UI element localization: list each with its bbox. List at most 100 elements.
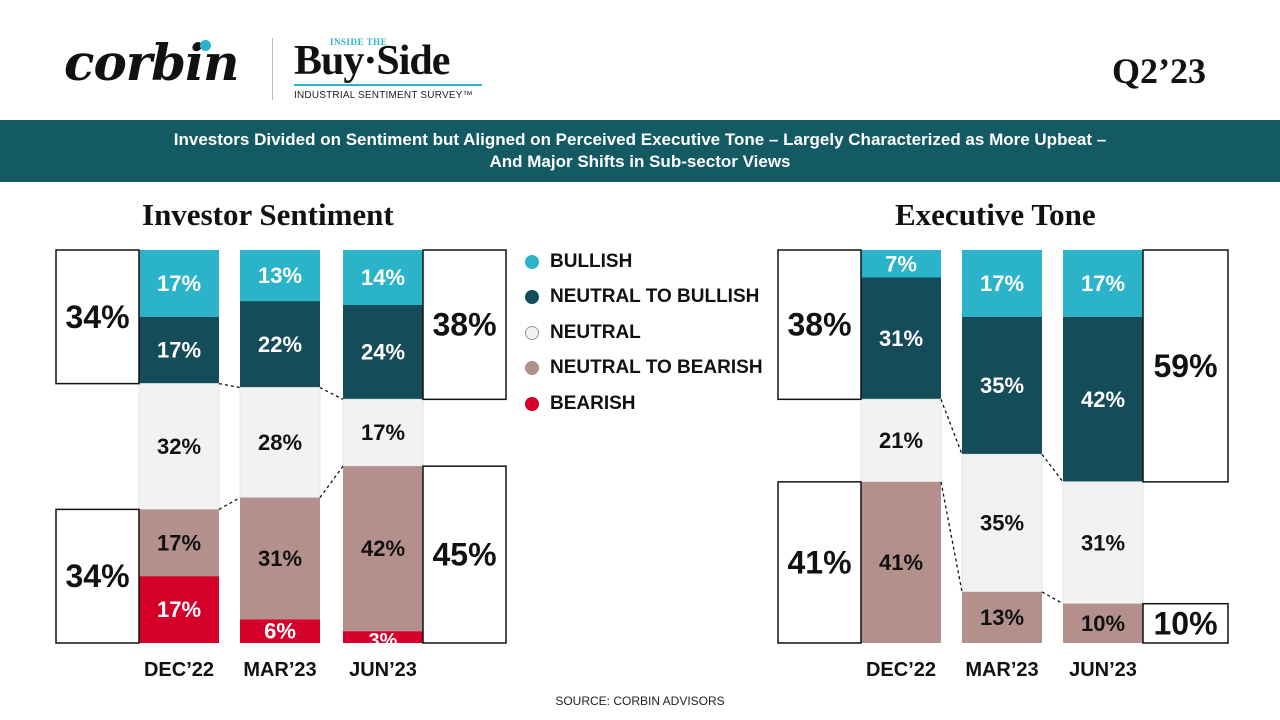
executive-total-box-negative xyxy=(1142,602,1229,644)
executive-bar-neutral-to-bullish xyxy=(861,277,941,400)
legend-dot-icon xyxy=(525,254,539,269)
executive-bar-neutral-to-bearish xyxy=(962,591,1042,643)
investor-bar-neutral-to-bullish xyxy=(139,316,219,384)
investor-bar-neutral-to-bullish xyxy=(240,301,320,388)
executive-bar-label: 10% xyxy=(1081,611,1125,636)
executive-bar-label: 7% xyxy=(885,251,917,276)
investor-x-tick-label: JUN’23 xyxy=(349,659,417,681)
executive-bar-label: 35% xyxy=(980,511,1024,536)
investor-bar-label: 17% xyxy=(157,271,201,296)
investor-sentiment-title: Investor Sentiment xyxy=(142,197,394,232)
partner-logo-small-text: INSIDE THE xyxy=(330,37,388,47)
logo-divider xyxy=(272,38,273,100)
investor-bar-bullish xyxy=(139,250,219,317)
headline-line-2: And Major Shifts in Sub-sector Views xyxy=(489,152,791,171)
investor-bar-label: 14% xyxy=(361,265,405,290)
executive-total-label-negative: 10% xyxy=(1153,605,1217,641)
investor-bar-neutral xyxy=(342,398,424,467)
legend-dot-icon xyxy=(525,361,539,376)
buyside-logo: Buy·Side xyxy=(294,38,450,84)
executive-total-label-positive: 59% xyxy=(1153,348,1217,384)
investor-bar-label: 17% xyxy=(361,420,405,445)
logo-underline xyxy=(294,84,482,86)
investor-x-tick-label: DEC’22 xyxy=(144,659,214,681)
investor-bar-label: 28% xyxy=(258,430,302,455)
investor-bar-label: 22% xyxy=(258,332,302,357)
executive-total-label-positive: 38% xyxy=(787,307,851,343)
legend-label: NEUTRAL xyxy=(550,321,641,343)
executive-total-label-negative: 41% xyxy=(787,544,851,580)
executive-bar-bullish xyxy=(962,250,1042,317)
investor-bar-bullish xyxy=(240,250,320,302)
executive-bar-neutral-to-bearish xyxy=(861,481,941,643)
executive-bar-label: 17% xyxy=(980,271,1024,296)
investor-bar-bearish xyxy=(343,631,423,643)
investor-connector-line xyxy=(319,386,344,400)
investor-bar-label: 6% xyxy=(264,619,296,644)
legend-item-neutral: NEUTRAL xyxy=(525,315,763,351)
legend-dot-icon xyxy=(525,396,539,411)
legend: BULLISH NEUTRAL TO BULLISH NEUTRAL NEUTR… xyxy=(525,244,763,422)
investor-bar-label: 17% xyxy=(157,597,201,622)
executive-bar-neutral-to-bearish xyxy=(1063,603,1143,643)
investor-bar-label: 17% xyxy=(157,530,201,555)
investor-bar-neutral-to-bearish xyxy=(139,509,219,577)
executive-connector-line xyxy=(940,481,963,593)
investor-bar-label: 24% xyxy=(361,340,405,365)
legend-item-neutral-to-bullish: NEUTRAL TO BULLISH xyxy=(525,280,763,316)
executive-x-tick-label: JUN’23 xyxy=(1069,659,1137,681)
executive-bar-neutral xyxy=(860,398,942,483)
legend-item-bullish: BULLISH xyxy=(525,244,763,280)
executive-bar-label: 41% xyxy=(879,550,923,575)
executive-bar-bullish xyxy=(861,250,941,278)
headline-line-1: Investors Divided on Sentiment but Align… xyxy=(173,130,1107,149)
investor-connector-line xyxy=(218,497,241,510)
investor-total-label-positive: 38% xyxy=(432,307,496,343)
investor-bar-label: 32% xyxy=(157,434,201,459)
executive-bar-neutral-to-bullish xyxy=(962,316,1042,455)
investor-bar-label: 13% xyxy=(258,263,302,288)
executive-bar-label: 35% xyxy=(980,373,1024,398)
executive-x-tick-label: DEC’22 xyxy=(866,659,936,681)
investor-bar-bearish xyxy=(240,619,320,643)
executive-bar-neutral xyxy=(961,453,1043,593)
executive-connector-line xyxy=(940,399,963,455)
investor-total-label-negative: 34% xyxy=(65,558,129,594)
headline-banner: Investors Divided on Sentiment but Align… xyxy=(0,120,1280,182)
investor-bar-neutral-to-bearish xyxy=(240,497,320,620)
investor-total-box-positive xyxy=(422,249,507,401)
investor-bar-neutral-to-bullish xyxy=(343,305,423,400)
quarter-label: Q2’23 xyxy=(1112,51,1206,91)
legend-item-bearish: BEARISH xyxy=(525,386,763,422)
legend-label: NEUTRAL TO BULLISH xyxy=(550,286,760,308)
executive-bar-label: 31% xyxy=(1081,530,1125,555)
executive-bar-label: 13% xyxy=(980,605,1024,630)
investor-bar-bearish xyxy=(139,576,219,643)
investor-bar-label: 17% xyxy=(157,338,201,363)
legend-item-neutral-to-bearish: NEUTRAL TO BEARISH xyxy=(525,351,763,387)
investor-bar-neutral xyxy=(138,383,220,510)
investor-total-label-negative: 45% xyxy=(432,537,496,573)
survey-subtitle: INDUSTRIAL SENTIMENT SURVEY™ xyxy=(294,90,473,101)
executive-bar-label: 17% xyxy=(1081,271,1125,296)
legend-dot-icon xyxy=(525,290,539,305)
legend-label: BULLISH xyxy=(550,250,633,272)
investor-bar-label: 3% xyxy=(369,630,398,652)
executive-bar-label: 21% xyxy=(879,428,923,453)
investor-bar-label: 42% xyxy=(361,536,405,561)
investor-total-box-positive xyxy=(55,249,140,385)
logo-dot-icon xyxy=(200,40,211,51)
investor-bar-neutral xyxy=(239,387,321,499)
investor-bar-neutral-to-bearish xyxy=(343,466,423,632)
executive-bar-neutral-to-bullish xyxy=(1063,316,1143,482)
source-note: SOURCE: CORBIN ADVISORS xyxy=(555,694,725,708)
executive-tone-title: Executive Tone xyxy=(895,197,1096,232)
investor-total-box-negative xyxy=(55,508,140,644)
executive-bar-bullish xyxy=(1063,250,1143,317)
legend-label: NEUTRAL TO BEARISH xyxy=(550,357,763,379)
executive-connector-line xyxy=(1041,591,1064,605)
investor-bar-bullish xyxy=(343,250,423,306)
executive-bar-label: 42% xyxy=(1081,387,1125,412)
executive-bar-label: 31% xyxy=(879,326,923,351)
